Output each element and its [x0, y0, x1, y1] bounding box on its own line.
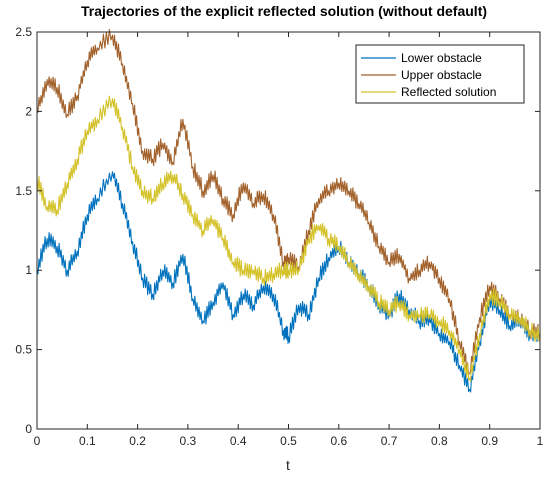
series-line-upper-obstacle [36, 29, 541, 375]
y-tick-label: 0 [25, 422, 32, 436]
x-tick-label: 1 [537, 434, 544, 448]
chart-title: Trajectories of the explicit reflected s… [81, 3, 487, 19]
legend-label: Upper obstacle [401, 68, 482, 82]
x-tick-label: 0.5 [280, 434, 297, 448]
x-tick-label: 0.9 [481, 434, 498, 448]
x-tick-label: 0.6 [330, 434, 347, 448]
x-tick-label: 0.1 [79, 434, 96, 448]
legend-label: Reflected solution [401, 85, 496, 99]
legend: Lower obstacle Upper obstacle Reflected so… [355, 44, 525, 104]
ticks-layer: 0 0.1 0.2 0.3 0.4 0.5 0.6 0.7 0.8 0.9 1 0 0.5 1 1.5 2 2.… [15, 25, 543, 448]
legend-label: Lower obstacle [401, 51, 482, 65]
y-tick-label: 1.5 [15, 184, 32, 198]
x-tick-label: 0.4 [230, 434, 247, 448]
series-line-lower-obstacle [36, 171, 541, 393]
series-line-reflected-solution [36, 95, 541, 383]
x-axis-label: t [286, 457, 290, 473]
x-tick-label: 0.3 [180, 434, 197, 448]
x-tick-label: 0.8 [431, 434, 448, 448]
legend-box [355, 44, 525, 104]
x-tick-label: 0 [34, 434, 41, 448]
y-tick-label: 1 [25, 263, 32, 277]
series-layer [36, 29, 541, 393]
x-tick-label: 0.2 [129, 434, 146, 448]
y-tick-label: 0.5 [15, 343, 32, 357]
x-tick-label: 0.7 [381, 434, 398, 448]
y-tick-label: 2.5 [15, 25, 32, 39]
y-tick-label: 2 [25, 104, 32, 118]
